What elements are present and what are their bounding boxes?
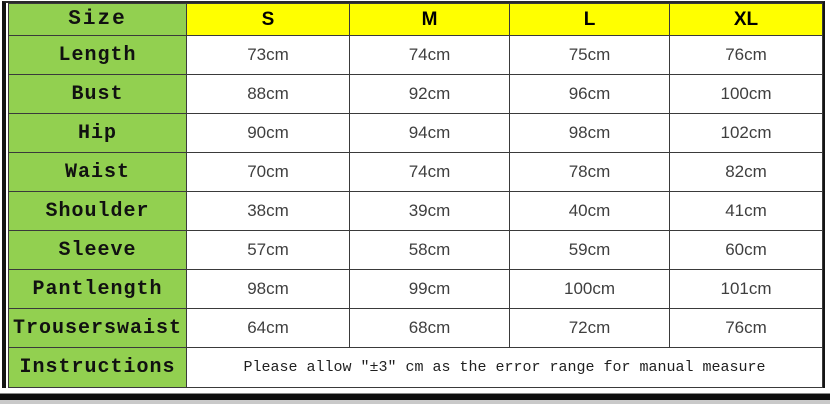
value-cell: 100cm <box>669 74 823 114</box>
value-cell: 100cm <box>509 269 670 309</box>
value-cell: 70cm <box>186 152 350 192</box>
bottom-gray-strip <box>0 400 830 404</box>
bottom-gap <box>0 391 830 393</box>
row-label: Trouserswaist <box>8 308 187 348</box>
value-cell: 90cm <box>186 113 350 153</box>
value-cell: 59cm <box>509 230 670 270</box>
value-cell: 41cm <box>669 191 823 231</box>
value-cell: 64cm <box>186 308 350 348</box>
value-cell: 98cm <box>509 113 670 153</box>
table-header-row: Size S M L XL <box>8 3 823 36</box>
value-cell: 74cm <box>349 152 510 192</box>
value-cell: 76cm <box>669 35 823 75</box>
row-label: Length <box>8 35 187 75</box>
table-row-hip: Hip 90cm 94cm 98cm 102cm <box>8 113 823 153</box>
value-cell: 96cm <box>509 74 670 114</box>
table-row-sleeve: Sleeve 57cm 58cm 59cm 60cm <box>8 230 823 270</box>
value-cell: 99cm <box>349 269 510 309</box>
column-header-m: M <box>349 3 510 36</box>
row-label: Hip <box>8 113 187 153</box>
value-cell: 98cm <box>186 269 350 309</box>
table-row-bust: Bust 88cm 92cm 96cm 100cm <box>8 74 823 114</box>
value-cell: 74cm <box>349 35 510 75</box>
value-cell: 88cm <box>186 74 350 114</box>
value-cell: 102cm <box>669 113 823 153</box>
column-header-s: S <box>186 3 350 36</box>
table-row-waist: Waist 70cm 74cm 78cm 82cm <box>8 152 823 192</box>
row-label: Shoulder <box>8 191 187 231</box>
table-row-length: Length 73cm 74cm 75cm 76cm <box>8 35 823 75</box>
value-cell: 94cm <box>349 113 510 153</box>
value-cell: 76cm <box>669 308 823 348</box>
column-header-xl: XL <box>669 3 823 36</box>
row-label: Sleeve <box>8 230 187 270</box>
size-chart-table: Size S M L XL Length 73cm 74cm 75cm 76cm… <box>8 3 823 388</box>
value-cell: 73cm <box>186 35 350 75</box>
size-chart-frame: Size S M L XL Length 73cm 74cm 75cm 76cm… <box>2 1 825 388</box>
value-cell: 75cm <box>509 35 670 75</box>
instructions-text: Please allow ″±3″ cm as the error range … <box>186 347 823 388</box>
value-cell: 40cm <box>509 191 670 231</box>
table-row-pantlength: Pantlength 98cm 99cm 100cm 101cm <box>8 269 823 309</box>
table-row-instructions: Instructions Please allow ″±3″ cm as the… <box>8 347 823 388</box>
size-header-cell: Size <box>8 3 187 36</box>
value-cell: 72cm <box>509 308 670 348</box>
value-cell: 58cm <box>349 230 510 270</box>
column-header-l: L <box>509 3 670 36</box>
row-label: Waist <box>8 152 187 192</box>
table-row-trouserswaist: Trouserswaist 64cm 68cm 72cm 76cm <box>8 308 823 348</box>
table-row-shoulder: Shoulder 38cm 39cm 40cm 41cm <box>8 191 823 231</box>
row-label: Pantlength <box>8 269 187 309</box>
bottom-black-bar <box>0 393 830 401</box>
value-cell: 60cm <box>669 230 823 270</box>
row-label: Bust <box>8 74 187 114</box>
value-cell: 92cm <box>349 74 510 114</box>
value-cell: 38cm <box>186 191 350 231</box>
value-cell: 68cm <box>349 308 510 348</box>
instructions-label: Instructions <box>8 347 187 388</box>
value-cell: 101cm <box>669 269 823 309</box>
value-cell: 82cm <box>669 152 823 192</box>
value-cell: 78cm <box>509 152 670 192</box>
value-cell: 39cm <box>349 191 510 231</box>
value-cell: 57cm <box>186 230 350 270</box>
